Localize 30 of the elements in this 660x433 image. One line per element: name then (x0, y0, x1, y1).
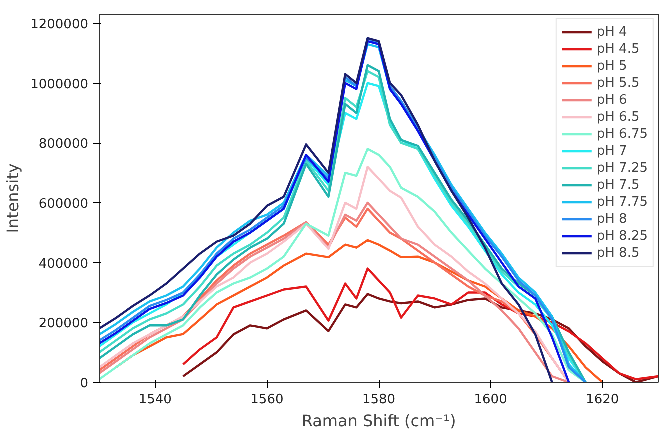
y-tick-label: 0 (80, 376, 89, 392)
y-tick-label: 200000 (38, 316, 89, 332)
y-tick-label: 800000 (38, 137, 89, 152)
legend-label: pH 7.25 (596, 160, 648, 176)
x-tick-label: 1560 (250, 392, 284, 408)
y-tick-label: 600000 (38, 196, 89, 212)
legend-label: pH 7.5 (596, 177, 640, 193)
y-tick-label: 1200000 (30, 17, 89, 32)
legend-label: pH 8.25 (596, 228, 648, 244)
x-tick-label: 1620 (586, 392, 620, 408)
legend-label: pH 6.5 (596, 109, 640, 125)
legend-label: pH 4 (596, 24, 628, 40)
legend-label: pH 4.5 (596, 41, 640, 57)
x-tick-label: 1540 (138, 392, 172, 408)
y-axis-title: Intensity (4, 164, 23, 234)
x-axis-title: Raman Shift (cm⁻¹) (302, 412, 456, 430)
line-series (182, 293, 658, 382)
legend-label: pH 6.75 (596, 126, 648, 142)
y-tick-label: 1000000 (30, 77, 89, 92)
y-tick-label: 400000 (38, 256, 89, 272)
x-tick-label: 1600 (474, 392, 508, 408)
legend-label: pH 7.75 (596, 194, 648, 210)
x-tick-label: 1580 (362, 392, 396, 408)
legend-label: pH 8.5 (596, 245, 640, 261)
legend-label: pH 5.5 (596, 75, 640, 91)
legend-label: pH 8 (596, 211, 628, 227)
legend-label: pH 5 (596, 58, 628, 74)
legend-label: pH 6 (596, 92, 628, 108)
line-series (182, 268, 658, 381)
legend-label: pH 7 (596, 143, 628, 159)
